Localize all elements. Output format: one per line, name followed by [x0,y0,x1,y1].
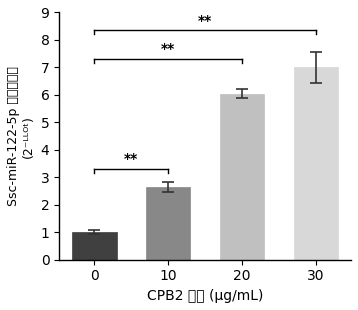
Bar [294,67,338,260]
Text: **: ** [198,14,212,28]
Bar [220,94,264,260]
Text: **: ** [124,152,139,166]
Y-axis label: Ssc-miR-122-5p 相对表达量
(2⁻ᴸᴸᴼᵗ): Ssc-miR-122-5p 相对表达量 (2⁻ᴸᴸᴼᵗ) [7,66,35,206]
X-axis label: CPB2 浓度 (μg/mL): CPB2 浓度 (μg/mL) [147,289,263,303]
Bar [72,232,117,260]
Bar [146,187,190,260]
Text: **: ** [161,42,175,56]
